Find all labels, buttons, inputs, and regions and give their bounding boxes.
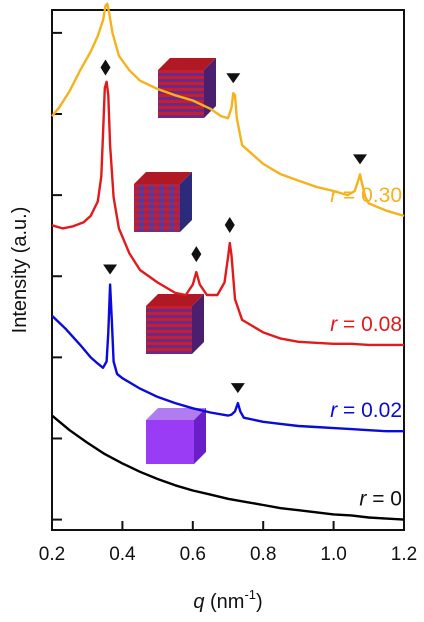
peak-markers: [100, 59, 367, 394]
x-tick-label: 1.0: [320, 544, 346, 565]
peak-marker-triangle: [230, 383, 245, 394]
x-axis-title: q (nm-1): [193, 587, 262, 613]
series-line: [51, 80, 404, 347]
x-axis-title-unit: (nm: [210, 591, 244, 613]
series-line: [51, 283, 404, 433]
peak-marker-triangle: [353, 154, 367, 165]
series-layer: [51, 2, 405, 521]
series-line: [51, 414, 405, 521]
peak-marker-triangle: [103, 264, 118, 275]
series-label-var: r: [330, 184, 338, 207]
x-tick-label: 0.4: [109, 544, 136, 565]
series-label: r = 0.30: [330, 184, 402, 207]
plot-border: [51, 9, 405, 531]
series-label: r = 0.02: [330, 399, 402, 422]
peak-marker-diamond: [191, 246, 202, 263]
series-line: [51, 2, 405, 218]
peak-marker-triangle: [226, 73, 241, 84]
series-label: r = 0: [359, 488, 402, 511]
series-label-value: = 0.30: [337, 184, 402, 207]
series-label-value: = 0.02: [337, 399, 402, 422]
series-label-value: = 0.08: [337, 313, 402, 336]
series-label-var: r: [330, 399, 338, 422]
series-label-var: r: [330, 313, 338, 336]
peak-marker-diamond: [224, 216, 235, 233]
isotropic-cube-icon: [146, 408, 206, 464]
y-axis-title: Intensity (a.u.): [9, 207, 31, 334]
x-tick-label: 0.6: [180, 544, 206, 565]
series-labels: r = 0r = 0.02r = 0.08r = 0.30: [330, 184, 402, 511]
x-tick-label: 0.2: [39, 544, 65, 565]
x-tick-label: 0.8: [250, 544, 276, 565]
series-label-var: r: [359, 488, 367, 511]
hybrid-lamellar-cube-icon: [134, 172, 192, 232]
lamellar-cube-icon: [158, 58, 216, 118]
x-tick-label: 1.2: [391, 544, 417, 565]
x-axis-title-var: q: [193, 591, 204, 613]
x-axis: 0.2 0.4 0.6 0.8 1.0 1.2: [39, 521, 417, 565]
peak-marker-diamond: [100, 59, 111, 76]
x-axis-title-exponent: -1: [244, 587, 256, 602]
lamellar-cube-icon: [146, 294, 204, 354]
plot-frame: [51, 9, 405, 531]
series-label: r = 0.08: [330, 313, 402, 336]
series-label-value: = 0: [366, 488, 402, 511]
x-axis-title-suffix: ): [256, 591, 263, 613]
